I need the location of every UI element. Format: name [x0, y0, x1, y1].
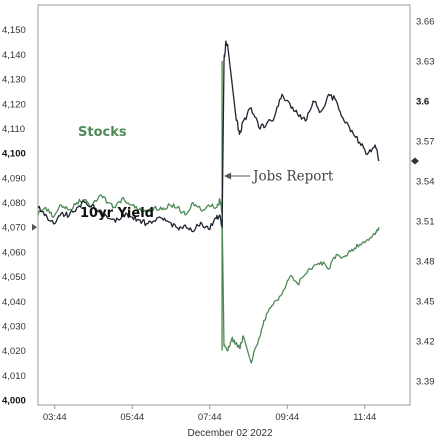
left-tick-label: 4,080	[2, 198, 26, 209]
left-tick-label: 4,020	[2, 346, 26, 357]
stocks-series-line	[37, 194, 380, 364]
left-tick-label: 4,010	[2, 371, 26, 382]
x-tick-label: 03:44	[43, 412, 67, 423]
x-tick-label: 07:44	[198, 412, 222, 423]
right-tick-label: 3.63	[416, 57, 435, 68]
right-tick-label: 3.57	[416, 137, 435, 148]
stocks-series-label: Stocks	[78, 125, 127, 140]
left-tick-label: 4,150	[2, 25, 26, 36]
right-tick-label: 3.42	[416, 337, 435, 348]
x-axis-ticks: 03:44 05:44 07:44 09:44 11:44	[43, 405, 376, 423]
left-tick-label: 4,110	[2, 124, 25, 135]
x-tick-label: 11:44	[353, 412, 376, 423]
left-tick-label: 4,000	[2, 396, 26, 407]
yield-axis-marker-icon	[411, 157, 419, 165]
stocks-axis-marker-icon	[32, 223, 37, 231]
right-tick-label: 3.66	[416, 17, 435, 28]
left-axis-ticks: 4,000 4,010 4,020 4,030 4,040 4,050 4,060 4,070…	[2, 25, 26, 406]
plot-frame	[37, 4, 411, 406]
yield-series-line	[37, 40, 380, 233]
right-tick-label: 3.51	[416, 217, 435, 228]
right-tick-label: 3.39	[416, 377, 435, 388]
x-tick-label: 05:44	[120, 412, 144, 423]
right-tick-label: 3.6	[416, 97, 429, 108]
x-axis-title: December 02 2022	[187, 428, 272, 439]
left-tick-label: 4,050	[2, 272, 26, 283]
right-axis-ticks: 3.39 3.42 3.45 3.48 3.51 3.54 3.57 3.6 3.63 3.66	[416, 17, 435, 388]
left-tick-label: 4,130	[2, 75, 26, 86]
left-tick-label: 4,040	[2, 297, 26, 308]
left-tick-label: 4,140	[2, 50, 26, 61]
left-tick-label: 4,070	[2, 223, 26, 234]
right-tick-label: 3.54	[416, 177, 435, 188]
left-tick-label: 4,090	[2, 173, 26, 184]
jobs-report-annotation: Jobs Report	[224, 169, 334, 185]
jobs-report-label: Jobs Report	[251, 169, 334, 185]
left-tick-label: 4,100	[2, 149, 26, 160]
right-tick-label: 3.45	[416, 297, 435, 308]
left-tick-label: 4,060	[2, 247, 26, 258]
yield-series-label: 10yr Yield	[80, 206, 154, 221]
right-tick-label: 3.48	[416, 257, 435, 268]
x-tick-label: 09:44	[275, 412, 299, 423]
left-tick-label: 4,030	[2, 321, 26, 332]
left-tick-label: 4,120	[2, 99, 26, 110]
jobs-report-arrowhead	[224, 172, 232, 180]
